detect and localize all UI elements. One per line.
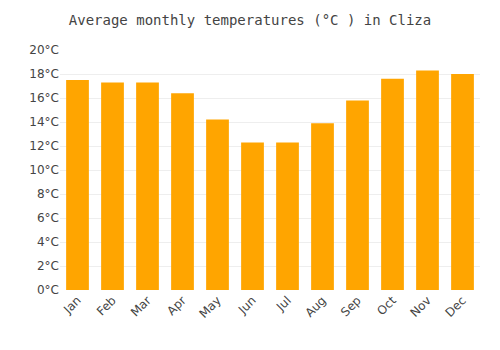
svg-text:Apr: Apr bbox=[164, 293, 189, 318]
svg-text:Feb: Feb bbox=[94, 293, 119, 318]
svg-text:Aug: Aug bbox=[302, 293, 328, 319]
svg-text:10°C: 10°C bbox=[29, 163, 59, 177]
svg-text:Dec: Dec bbox=[443, 293, 469, 319]
svg-text:Oct: Oct bbox=[374, 293, 399, 318]
svg-text:Average monthly temperatures (: Average monthly temperatures (°C ) in Cl… bbox=[69, 12, 431, 28]
svg-text:16°C: 16°C bbox=[29, 91, 59, 105]
svg-text:6°C: 6°C bbox=[37, 211, 59, 225]
svg-text:2°C: 2°C bbox=[37, 259, 59, 273]
svg-text:12°C: 12°C bbox=[29, 139, 59, 153]
svg-text:8°C: 8°C bbox=[37, 187, 59, 201]
svg-text:Jan: Jan bbox=[60, 293, 84, 317]
svg-text:Mar: Mar bbox=[128, 293, 154, 319]
svg-text:May: May bbox=[196, 293, 223, 320]
svg-text:Nov: Nov bbox=[407, 293, 433, 319]
svg-text:Jul: Jul bbox=[273, 293, 294, 314]
svg-text:14°C: 14°C bbox=[29, 115, 59, 129]
svg-text:Jun: Jun bbox=[235, 293, 259, 317]
svg-text:20°C: 20°C bbox=[29, 43, 59, 57]
svg-text:18°C: 18°C bbox=[29, 67, 59, 81]
svg-text:4°C: 4°C bbox=[37, 235, 59, 249]
svg-text:Sep: Sep bbox=[338, 293, 364, 319]
svg-text:0°C: 0°C bbox=[37, 283, 59, 297]
